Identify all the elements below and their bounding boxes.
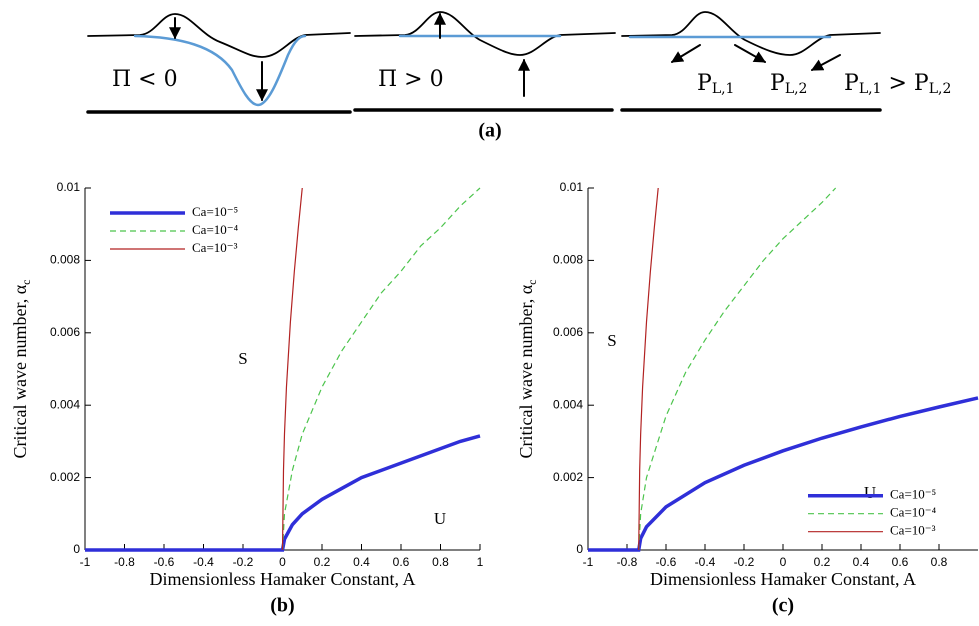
y-tick-label: 0.01 [57,180,81,194]
sub: L,1 [712,81,735,97]
region-label: U [434,509,446,528]
film-deformed [133,34,307,107]
film-surface [354,11,616,56]
y-label-text: Critical wave number, α [516,284,536,458]
x-tick-label: -0.4 [193,555,214,569]
series-line [281,187,481,551]
caption: (c) [772,595,794,617]
y-tick-label: 0.008 [50,253,80,267]
caption: (b) [270,595,294,617]
x-tick-label: 0 [780,555,787,569]
region-label: S [607,331,616,350]
y-tick-label: 0 [576,542,583,556]
pressure-label: PL,1 [697,71,734,97]
x-tick-label: -0.2 [233,555,254,569]
y-tick-label: 0 [73,542,80,556]
y-axis-label: Critical wave number, αc [10,280,33,459]
x-tick-label: -0.8 [617,555,638,569]
x-tick-label: -1 [583,555,594,569]
y-tick-label: 0.01 [560,180,584,194]
arrow [734,44,767,63]
series-line [281,187,303,551]
y-label-text: Critical wave number, α [10,284,30,458]
y-tick-label: 0.008 [553,253,583,267]
legend-label: Ca=10⁻⁵ [192,204,238,219]
pressure-label: PL,2 [770,71,807,97]
y-tick-label: 0.004 [553,397,583,411]
region-label: U [864,483,876,502]
series-line [638,187,837,551]
x-tick-label: 0 [279,555,286,569]
y-tick-label: 0.006 [50,325,80,339]
p: P [770,71,785,96]
op: > [881,71,913,96]
series-line [85,434,481,552]
x-tick-label: 0.8 [432,555,449,569]
p: P [844,71,859,96]
sub: L,2 [929,81,952,97]
x-axis-label: Dimensionless Hamaker Constant, A [150,569,416,589]
x-tick-label: 0.4 [353,555,370,569]
y-tick-label: 0.002 [50,470,80,484]
y-label-sub: c [19,280,33,285]
panel-a [86,11,882,114]
film-surface [621,11,881,56]
film-surface [87,13,351,58]
p: P [914,71,929,96]
x-tick-label: -0.4 [695,555,716,569]
sub: L,2 [785,81,808,97]
legend-label: Ca=10⁻⁴ [192,222,239,237]
p: P [697,71,712,96]
x-tick-label: -1 [80,555,91,569]
x-tick-label: 0.2 [814,555,831,569]
y-tick-label: 0.004 [50,397,80,411]
sub: L,1 [859,81,882,97]
y-label-sub: c [525,280,539,285]
legend-label: Ca=10⁻⁴ [890,505,937,520]
label: Π > 0 [378,67,444,92]
x-tick-label: 0.6 [892,555,909,569]
x-tick-label: 0.8 [931,555,948,569]
series-line [588,396,979,552]
x-tick-label: 1 [477,555,484,569]
y-tick-label: 0.002 [553,470,583,484]
x-tick-label: -0.6 [154,555,175,569]
x-tick-label: -0.8 [114,555,135,569]
x-tick-label: 0.6 [393,555,410,569]
x-tick-label: -0.2 [734,555,755,569]
pressure-inequality: PL,1 > PL,2 [844,71,951,97]
legend-label: Ca=10⁻³ [192,240,238,255]
caption: (a) [478,120,501,142]
legend-label: Ca=10⁻³ [890,523,936,538]
x-axis-label: Dimensionless Hamaker Constant, A [650,569,916,589]
arrow [670,44,701,63]
y-axis-label: Critical wave number, αc [516,280,539,459]
region-label: S [238,349,247,368]
x-tick-label: 0.4 [853,555,870,569]
x-tick-label: -0.6 [656,555,677,569]
y-tick-label: 0.006 [553,325,583,339]
arrow [810,54,841,71]
series-line [638,187,659,551]
x-tick-label: 0.2 [314,555,331,569]
label: Π < 0 [112,67,178,92]
legend-label: Ca=10⁻⁵ [890,487,936,502]
